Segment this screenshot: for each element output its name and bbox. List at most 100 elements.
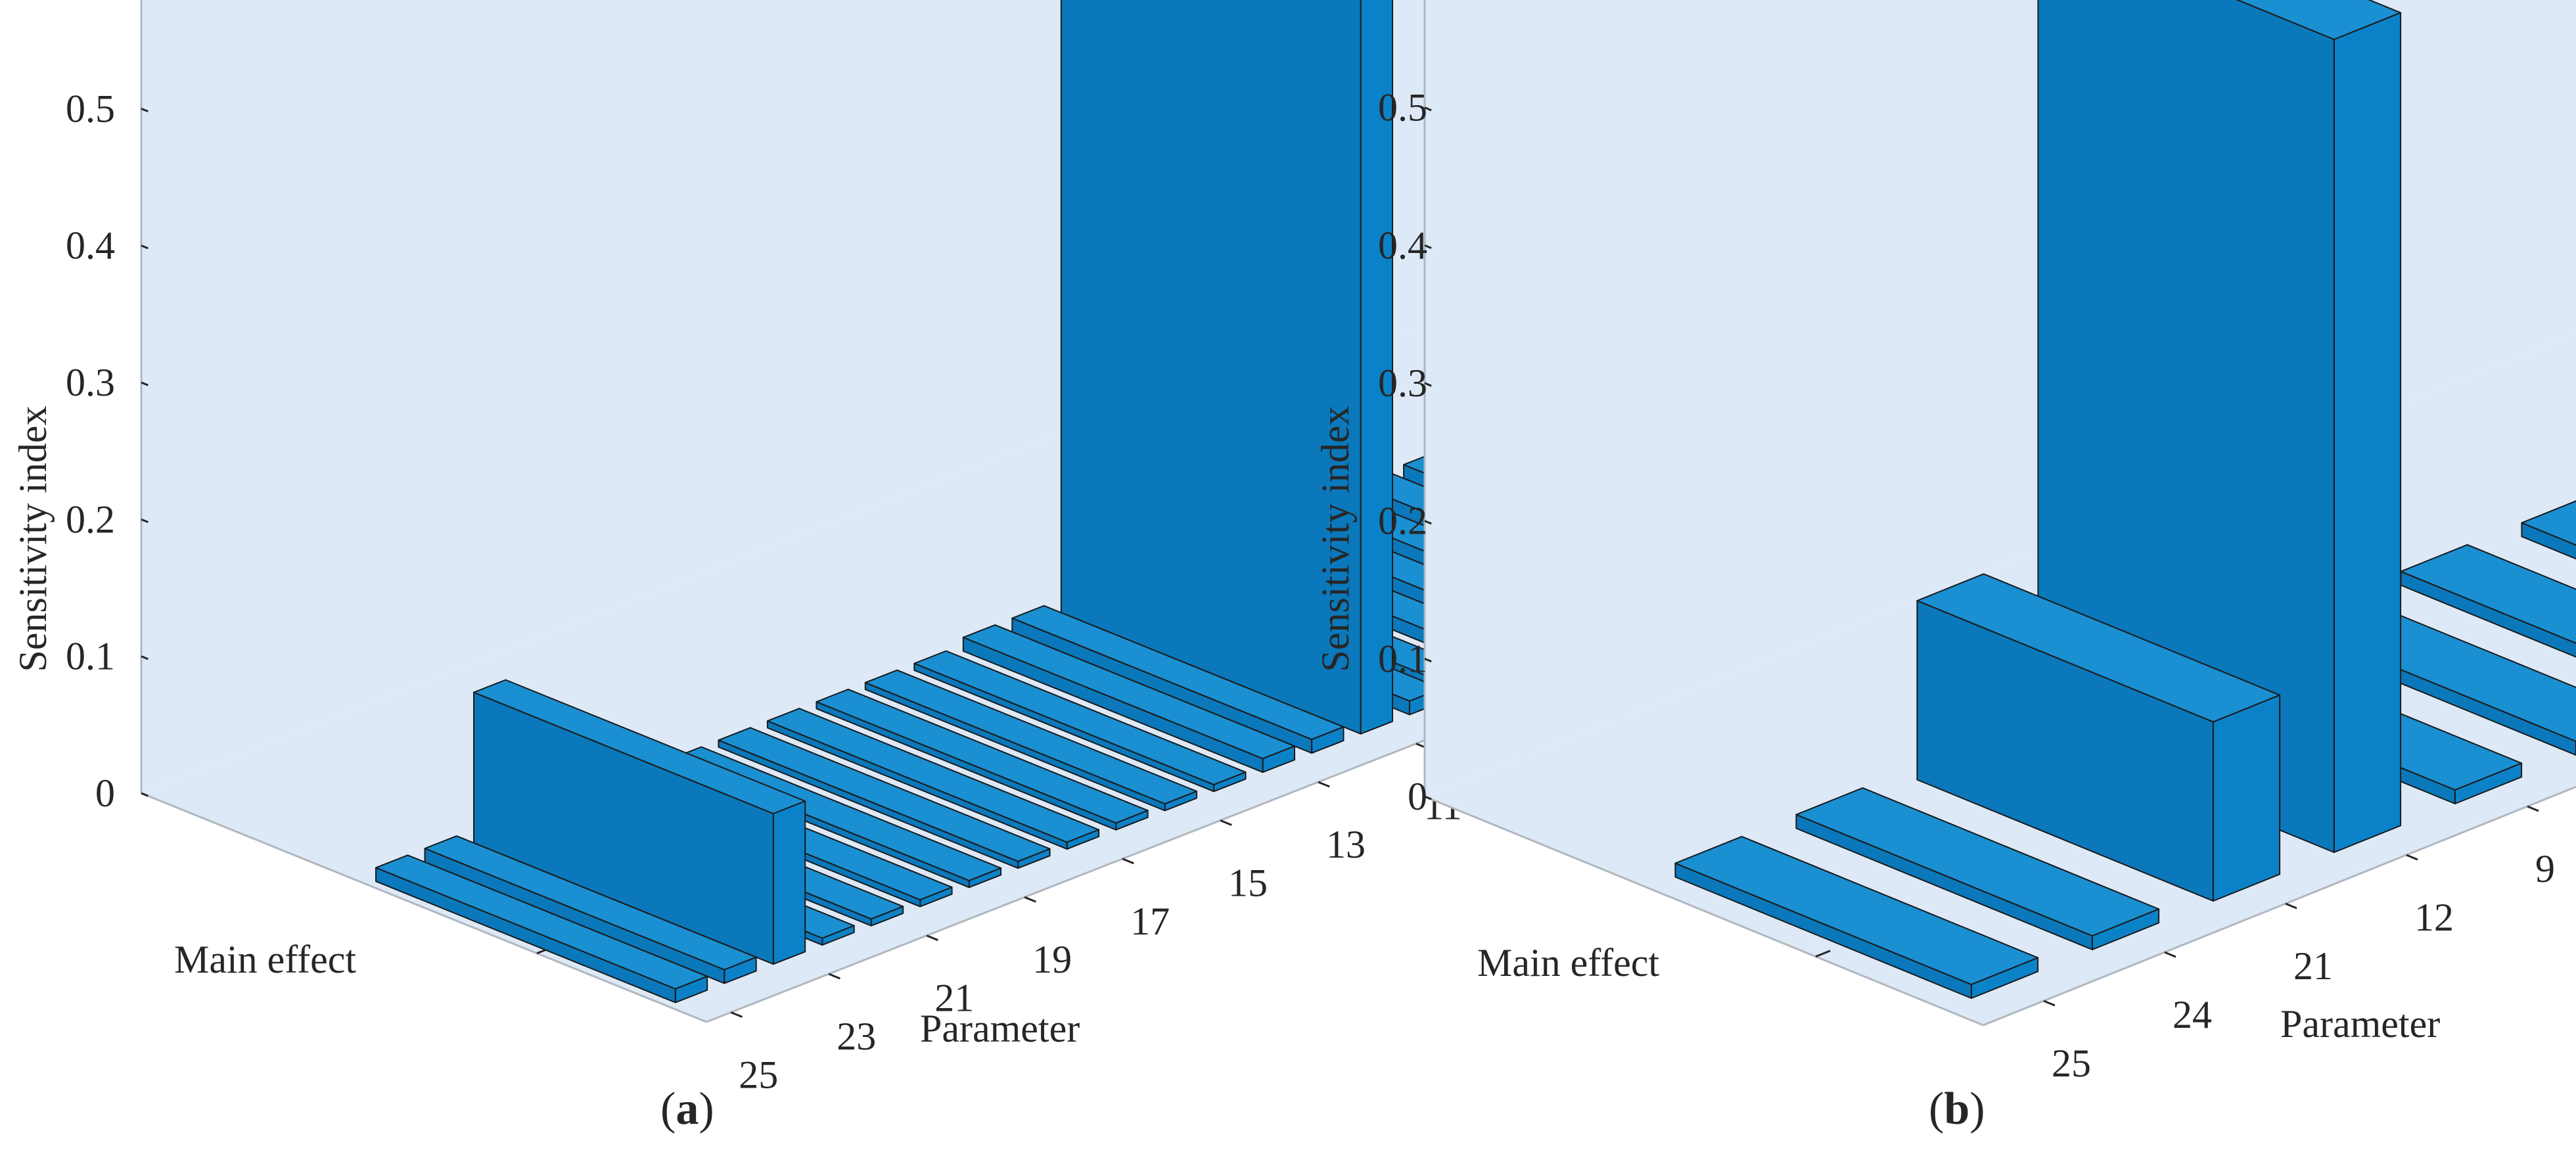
y-tick-label-main-effect: Main effect bbox=[1477, 941, 1659, 984]
panel-label-close: ) bbox=[699, 1084, 714, 1134]
back-wall-left bbox=[141, 0, 1365, 793]
panel-label-a: (a) bbox=[660, 1084, 714, 1134]
panel-label-open: ( bbox=[1929, 1084, 1944, 1134]
x-tick-mark bbox=[2164, 951, 2176, 958]
bars-group bbox=[1674, 0, 2576, 999]
x-tick-label: 21 bbox=[2293, 944, 2333, 988]
z-tick-label: 0.4 bbox=[1378, 223, 1427, 267]
z-tick-mark bbox=[1424, 244, 1432, 249]
bar-top-face bbox=[2236, 0, 2402, 40]
x-tick-label: 15 bbox=[1228, 861, 1268, 904]
z-tick-label: 0.5 bbox=[66, 87, 115, 130]
bar-front-face bbox=[2333, 12, 2402, 853]
x-tick-label: 25 bbox=[739, 1053, 778, 1096]
bar-parameter-24 bbox=[424, 835, 757, 984]
panel-label-letter: b bbox=[1944, 1084, 1969, 1134]
z-axis-title: Sensitivity index bbox=[11, 406, 55, 672]
z-tick-labels: 0.60.50.40.30.20.10 bbox=[66, 87, 115, 815]
bar-top-face bbox=[1795, 787, 2160, 936]
z-tick-label: 0.1 bbox=[1378, 637, 1427, 680]
z-tick-label: 0.1 bbox=[66, 635, 115, 678]
z-tick-mark bbox=[141, 518, 149, 523]
x-tick-label: 23 bbox=[837, 1015, 876, 1058]
y-tick-label-main-effect: Main effect bbox=[174, 938, 356, 981]
bar-parameter-23 bbox=[473, 679, 806, 965]
z-tick-mark bbox=[1424, 657, 1432, 662]
bar-parameter-11 bbox=[1060, 0, 1393, 735]
bar-parameter-15 bbox=[864, 669, 1197, 812]
bar-top-face bbox=[2521, 500, 2576, 546]
panel-label-b: (b) bbox=[1929, 1084, 1985, 1134]
bar-top-face bbox=[962, 624, 1295, 760]
z-axis-title: Sensitivity index bbox=[1314, 406, 1357, 672]
bar-parameter-4 bbox=[2521, 500, 2576, 560]
x-tick-label: 17 bbox=[1130, 900, 1170, 943]
bar-parameter-24 bbox=[1795, 787, 2160, 950]
z-tick-mark bbox=[1424, 795, 1432, 800]
x-tick-mark bbox=[730, 1011, 743, 1018]
bar-top-face bbox=[1674, 835, 2039, 985]
bar-parameter-16 bbox=[816, 688, 1149, 831]
x-axis-line bbox=[1983, 785, 2576, 1027]
z-tick-mark bbox=[1424, 382, 1432, 387]
bar-top-face bbox=[718, 727, 1051, 862]
z-tick-label: 0.3 bbox=[66, 361, 115, 404]
bar-top-face bbox=[913, 650, 1247, 785]
bar-top-face bbox=[766, 708, 1100, 843]
panel-label-open: ( bbox=[660, 1084, 676, 1134]
z-tick-mark bbox=[141, 792, 149, 797]
z-tick-label: 0.2 bbox=[1378, 499, 1427, 543]
bar-top-face bbox=[2400, 543, 2576, 644]
x-tick-mark bbox=[1318, 781, 1330, 788]
y-axis-line bbox=[1424, 795, 1984, 1027]
x-tick-mark bbox=[828, 973, 840, 980]
z-tick-label: 0.3 bbox=[1378, 361, 1427, 405]
z-tick-label: 0 bbox=[95, 772, 115, 815]
x-tick-label: 24 bbox=[2173, 993, 2212, 1036]
panel-label-letter: a bbox=[676, 1084, 699, 1134]
x-tick-mark bbox=[1122, 858, 1134, 865]
z-tick-mark bbox=[1424, 520, 1432, 525]
z-tick-mark bbox=[141, 655, 149, 660]
x-tick-mark bbox=[2043, 1000, 2056, 1007]
x-tick-label: 9 bbox=[2535, 847, 2555, 890]
panel-label-close: ) bbox=[1969, 1084, 1985, 1134]
y-tick-mark bbox=[1815, 950, 1831, 958]
bar-parameter-13 bbox=[962, 624, 1295, 773]
z-tick-label: 0.4 bbox=[66, 224, 115, 267]
z-tick-label: 0.5 bbox=[1378, 86, 1427, 129]
z-tick-label: 0 bbox=[1408, 775, 1427, 818]
x-tick-label: 25 bbox=[2052, 1042, 2091, 1085]
x-axis-title: Parameter bbox=[920, 1007, 1080, 1050]
x-tick-mark bbox=[2406, 854, 2418, 861]
x-tick-mark bbox=[926, 935, 938, 941]
bar-top-face bbox=[375, 854, 708, 990]
bar-top-face bbox=[1916, 573, 2281, 723]
z-tick-mark bbox=[141, 244, 149, 250]
bar-parameter-14 bbox=[913, 650, 1247, 793]
x-axis-title: Parameter bbox=[2280, 1002, 2440, 1046]
bar-parameter-12 bbox=[1011, 605, 1345, 754]
x-tick-label: 13 bbox=[1326, 823, 1366, 866]
bar-front-face bbox=[2212, 694, 2281, 902]
bar-parameter-25 bbox=[1674, 835, 2039, 999]
bar-top-face bbox=[864, 669, 1197, 805]
bar-parameter-21 bbox=[1916, 573, 2281, 902]
x-tick-mark bbox=[1024, 896, 1036, 903]
x-tick-mark bbox=[1220, 819, 1232, 826]
bar-top-face bbox=[424, 835, 757, 971]
tick-marks bbox=[1424, 106, 2539, 1007]
bar-parameter-18 bbox=[718, 727, 1051, 869]
bar-parameter-25 bbox=[375, 854, 708, 1004]
z-tick-labels: 0.60.50.40.30.20.10 bbox=[1378, 86, 1427, 818]
x-tick-label: 19 bbox=[1032, 938, 1072, 981]
bar-front-face bbox=[772, 800, 806, 965]
z-tick-mark bbox=[141, 381, 149, 386]
bar-top-face bbox=[1011, 605, 1345, 741]
x-tick-label: 12 bbox=[2414, 896, 2454, 939]
y-axis-line bbox=[141, 792, 707, 1023]
x-tick-mark bbox=[2285, 902, 2297, 910]
x-tick-labels: 13468912212425 bbox=[2052, 847, 2555, 1085]
chart-panel-b: 0.60.50.40.30.20.10 13468912212425 Main … bbox=[1314, 0, 2576, 1134]
